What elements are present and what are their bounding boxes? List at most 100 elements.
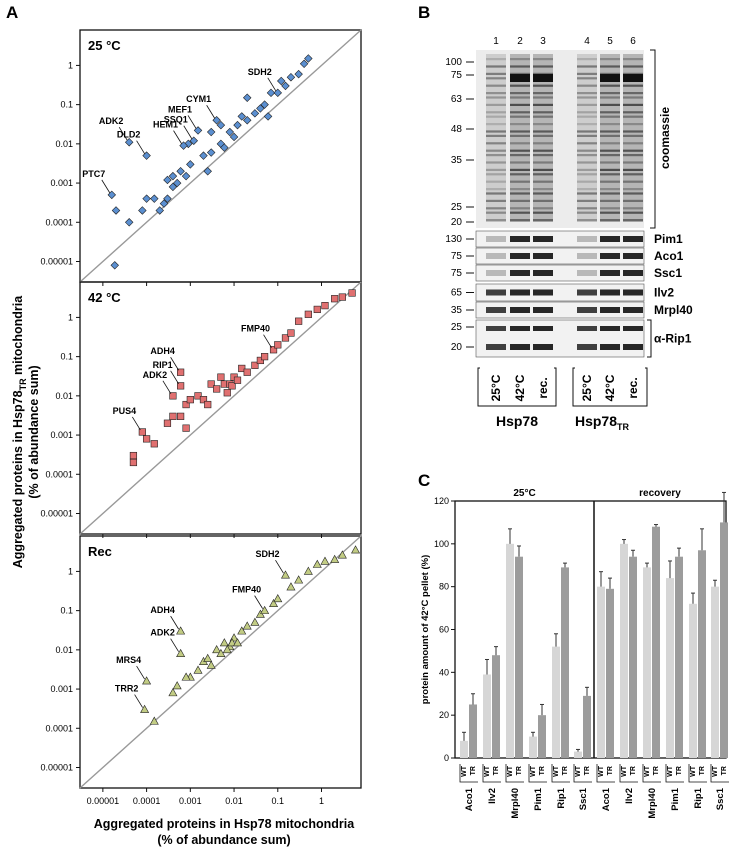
panel-title: 25 °C	[88, 38, 121, 53]
data-point	[159, 199, 169, 208]
gel-band	[486, 111, 506, 114]
data-point	[107, 190, 117, 200]
gel-band	[533, 199, 553, 202]
gel-band	[577, 103, 597, 106]
gel-band	[486, 65, 506, 68]
blot-band	[486, 270, 506, 276]
data-point	[184, 139, 193, 149]
category-label: Aco1	[601, 787, 612, 811]
blot-band	[577, 307, 597, 313]
bar	[469, 704, 477, 758]
gel-band	[533, 188, 553, 191]
label-leader	[173, 130, 182, 144]
label-leader	[254, 595, 263, 609]
pair-bracket	[642, 764, 661, 783]
panel-letter-c: C	[418, 471, 430, 490]
x-tick-label: 0.1	[272, 796, 285, 806]
label-leader	[118, 127, 128, 141]
x-axis-title-line1: Aggregated proteins in Hsp78 mitochondri…	[94, 817, 355, 831]
gel-band	[577, 115, 597, 118]
data-point	[124, 218, 134, 227]
pair-bracket	[573, 764, 592, 783]
gel-lane	[600, 54, 620, 222]
strain-label-hsp78tr: Hsp78TR	[575, 413, 630, 432]
gel-band	[623, 130, 643, 133]
x-axis-title-line2: (% of abundance sum)	[157, 833, 290, 847]
blot-label: Mrpl40	[654, 303, 693, 317]
category-label: Ssc1	[578, 787, 589, 810]
data-point	[331, 295, 339, 303]
pair-label-tr: TR	[470, 766, 477, 775]
gel-band	[600, 74, 620, 82]
category-label: Aco1	[464, 787, 475, 811]
y-tick-label: 20	[439, 710, 449, 720]
gel-band	[486, 115, 506, 118]
y-tick-label: 0.00001	[40, 762, 73, 772]
mw-marker-label: 35	[451, 155, 463, 166]
data-point	[330, 554, 340, 563]
lane-number: 5	[607, 36, 613, 47]
data-point	[294, 69, 303, 79]
gel-band	[600, 65, 620, 68]
gel-band	[577, 111, 597, 114]
gel-band	[533, 115, 553, 118]
data-point	[163, 194, 172, 203]
gel-band	[623, 115, 643, 118]
x-tick-label: 0.0001	[133, 796, 161, 806]
data-point	[150, 194, 159, 203]
panel-title: 42 °C	[88, 290, 121, 305]
protein-label: ADK2	[99, 116, 124, 126]
y-tick-label: 100	[434, 539, 449, 549]
gel-band	[623, 207, 643, 210]
data-point	[269, 346, 278, 354]
condition-label: rec.	[626, 377, 640, 398]
bar	[506, 543, 514, 758]
bar	[620, 543, 628, 758]
data-point	[295, 317, 303, 325]
gel-band	[510, 92, 530, 95]
blot-band	[510, 236, 530, 242]
data-point	[163, 419, 172, 427]
blot-band	[600, 344, 620, 350]
category-label: Mrpl40	[647, 788, 658, 819]
gel-band	[623, 65, 643, 68]
blot-band	[486, 289, 506, 296]
data-point	[337, 550, 347, 559]
pair-label-wt: WT	[484, 765, 491, 777]
gel-band	[600, 154, 620, 157]
gel-band	[623, 199, 643, 202]
gel-band	[510, 84, 530, 87]
data-point	[181, 171, 191, 181]
gel-band	[510, 188, 530, 191]
bar	[483, 674, 491, 758]
bar	[583, 695, 591, 758]
gel-band	[577, 142, 597, 145]
data-point	[168, 182, 178, 192]
blot-strip	[475, 264, 645, 282]
gel-band	[486, 134, 506, 137]
gel-band	[510, 142, 530, 145]
gel-band	[486, 84, 506, 87]
gel-band	[577, 180, 597, 183]
data-point	[242, 116, 252, 125]
gel-band	[623, 161, 643, 164]
pair-label-tr: TR	[699, 766, 706, 775]
data-point	[182, 424, 190, 432]
protein-label: MEF1	[168, 104, 192, 114]
pair-label-wt: WT	[644, 765, 651, 777]
blot-band	[623, 307, 643, 313]
gel-band	[600, 173, 620, 176]
gel-band	[510, 115, 530, 118]
gel-band	[510, 219, 530, 222]
gel-band	[600, 103, 620, 106]
condition-label: rec.	[536, 377, 550, 398]
pair-bracket	[505, 764, 524, 783]
blot-strip	[475, 247, 645, 265]
strain-bracket	[477, 367, 557, 407]
blot-band	[533, 307, 553, 313]
bar	[675, 556, 683, 758]
y-tick-label: 1	[68, 60, 73, 70]
blot-band	[623, 253, 643, 259]
data-point	[199, 151, 208, 160]
group-label: recovery	[639, 488, 681, 499]
